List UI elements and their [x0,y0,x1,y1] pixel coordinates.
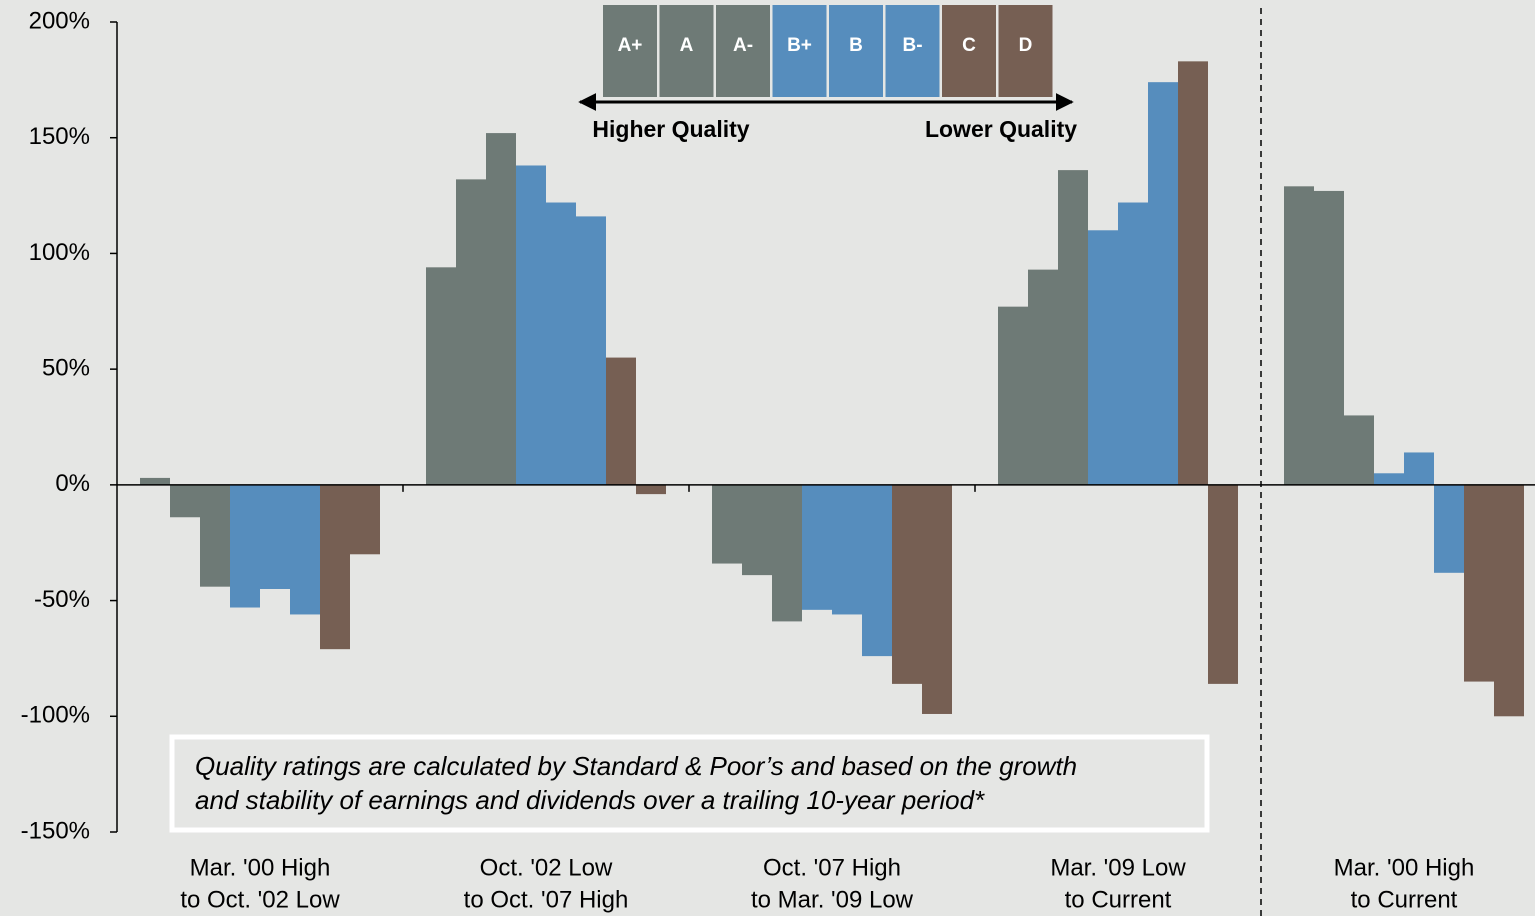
legend-swatch [603,5,657,97]
bar [772,484,802,622]
bar [1148,82,1178,485]
x-tick-label: to Oct. '07 High [464,886,629,913]
legend-label: C [962,35,976,56]
plot: -150% -100% -50% 0% 50% 100% 150% 200% Mar. '00 … [21,5,1535,913]
legend-swatch [829,5,883,97]
bar [892,484,922,684]
legend-label: A [680,35,694,56]
bar [1314,190,1344,485]
bar [350,484,380,555]
bar [230,484,260,608]
legend-high: Higher Quality [592,116,749,142]
bar [1344,415,1374,485]
bar [546,202,576,485]
legend-label: A- [733,35,753,56]
bar [426,267,456,485]
bar [802,484,832,610]
bar [516,165,546,485]
bar [260,484,290,589]
bar [1284,186,1314,485]
bar [742,484,772,576]
bar [1058,170,1088,485]
x-tick-label: Mar. '00 High [190,854,331,881]
legend-label: B+ [787,35,812,56]
y-tick-label: 200% [29,7,90,34]
bar [140,477,170,485]
bar [606,357,636,485]
note-line: Quality ratings are calculated by Standa… [195,751,1077,781]
bar [1208,484,1238,684]
x-tick-label: to Oct. '02 Low [180,886,340,913]
legend-swatch [772,5,827,97]
x-tick-label: Oct. '02 Low [480,854,613,881]
y-tick-label: -50% [34,586,90,613]
y-tick-label: 50% [42,354,90,381]
legend-label: B [849,35,863,56]
bar [832,484,862,615]
legend-swatch [885,5,940,97]
note-box [169,734,1210,833]
legend-swatch [942,5,996,97]
x-tick-label: to Current [1351,886,1458,913]
x-tick-label: Mar. '00 High [1334,854,1475,881]
y-tick-label: -100% [21,702,90,729]
y-tick-label: 150% [29,123,90,150]
legend-swatch [659,5,714,97]
legend-label: A+ [618,35,643,56]
bar [170,484,200,518]
x-tick-label: to Mar. '09 Low [751,886,914,913]
bar [290,484,320,615]
bar [1374,473,1404,485]
x-tick-label: Oct. '07 High [763,854,901,881]
legend-label: B- [902,35,922,56]
bar [1434,484,1464,573]
bar [1028,269,1058,485]
note-line: and stability of earnings and dividends … [195,785,985,815]
y-tick-label: 0% [55,470,90,497]
legend-label: D [1019,35,1033,56]
bar [862,484,892,657]
bar [576,216,606,485]
bar [636,484,666,495]
bar [1088,230,1118,485]
legend-swatch [716,5,770,97]
y-tick-label: -150% [21,817,90,844]
bar [320,484,350,650]
bar [200,484,230,587]
legend-low: Lower Quality [925,116,1077,142]
bar [922,484,952,714]
bar [456,179,486,485]
bar [1494,484,1524,717]
bar [712,484,742,564]
bar [1464,484,1494,682]
bar [998,306,1028,485]
legend-swatch [998,5,1053,97]
x-tick-label: Mar. '09 Low [1050,854,1186,881]
y-tick-label: 100% [29,239,90,266]
bar [1404,452,1434,485]
x-tick-label: to Current [1065,886,1172,913]
bar [486,133,516,485]
bar [1178,61,1208,485]
bar [1118,202,1148,485]
